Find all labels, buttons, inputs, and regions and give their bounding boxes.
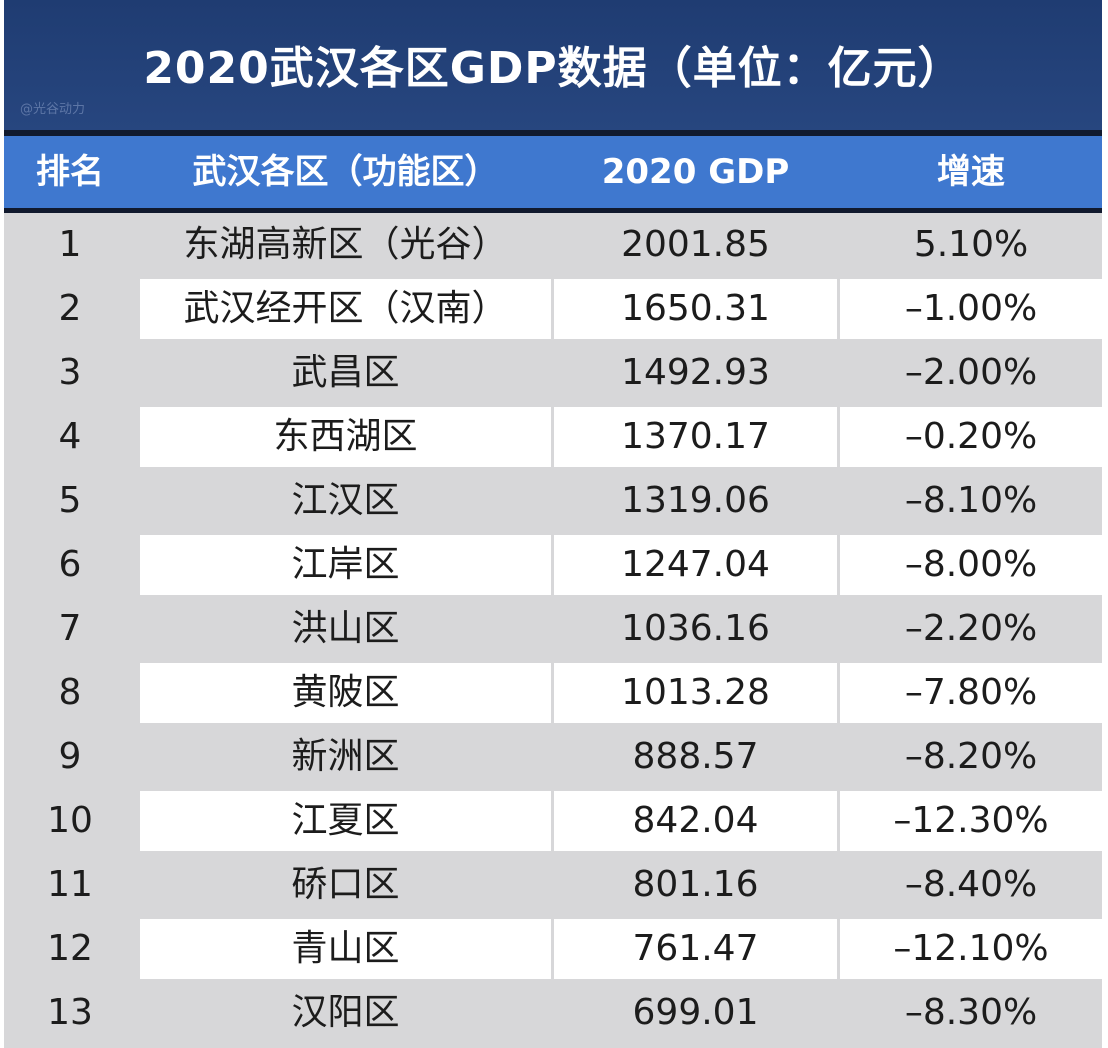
district-cell: 硚口区 xyxy=(140,855,551,915)
rank-cell: 6 xyxy=(4,535,136,595)
title-bar: 2020武汉各区GDP数据（单位：亿元） @光谷动力 xyxy=(4,0,1102,130)
district-cell: 江岸区 xyxy=(140,535,551,595)
table-header-row: 排名 武汉各区（功能区） 2020 GDP 增速 xyxy=(4,136,1102,208)
table-row: 13 汉阳区 699.01 –8.30% xyxy=(4,981,1102,1045)
growth-cell: –1.00% xyxy=(840,279,1102,339)
table-row: 10 江夏区 842.04 –12.30% xyxy=(4,789,1102,853)
district-cell: 汉阳区 xyxy=(140,983,551,1043)
rank-cell: 8 xyxy=(4,663,136,723)
table-row: 3 武昌区 1492.93 –2.00% xyxy=(4,341,1102,405)
district-cell: 洪山区 xyxy=(140,599,551,659)
district-cell: 东西湖区 xyxy=(140,407,551,467)
growth-cell: –2.00% xyxy=(840,343,1102,403)
rank-cell: 7 xyxy=(4,599,136,659)
growth-cell: 5.10% xyxy=(840,215,1102,275)
growth-cell: –8.40% xyxy=(840,855,1102,915)
header-district: 武汉各区（功能区） xyxy=(192,152,499,192)
rank-cell: 10 xyxy=(4,791,136,851)
header-rank: 排名 xyxy=(36,152,104,192)
gdp-cell: 1013.28 xyxy=(554,663,837,723)
table-row: 7 洪山区 1036.16 –2.20% xyxy=(4,597,1102,661)
gdp-cell: 842.04 xyxy=(554,791,837,851)
header-gdp: 2020 GDP xyxy=(601,152,790,192)
table-row: 5 江汉区 1319.06 –8.10% xyxy=(4,469,1102,533)
table-row: 9 新洲区 888.57 –8.20% xyxy=(4,725,1102,789)
rank-cell: 1 xyxy=(4,215,136,275)
table-row: 1 东湖高新区（光谷） 2001.85 5.10% xyxy=(4,213,1102,277)
growth-cell: –8.20% xyxy=(840,727,1102,787)
table-title: 2020武汉各区GDP数据（单位：亿元） xyxy=(143,43,963,94)
gdp-cell: 801.16 xyxy=(554,855,837,915)
header-growth: 增速 xyxy=(937,152,1005,192)
district-cell: 黄陂区 xyxy=(140,663,551,723)
divider-line xyxy=(4,130,1102,136)
district-cell: 武汉经开区（汉南） xyxy=(140,279,551,339)
gdp-cell: 761.47 xyxy=(554,919,837,979)
district-cell: 青山区 xyxy=(140,919,551,979)
growth-cell: –12.10% xyxy=(840,919,1102,979)
gdp-cell: 1319.06 xyxy=(554,471,837,531)
rank-cell: 5 xyxy=(4,471,136,531)
district-cell: 江夏区 xyxy=(140,791,551,851)
district-cell: 东湖高新区（光谷） xyxy=(140,215,551,275)
table-row: 8 黄陂区 1013.28 –7.80% xyxy=(4,661,1102,725)
growth-cell: –8.00% xyxy=(840,535,1102,595)
table-row: 2 武汉经开区（汉南） 1650.31 –1.00% xyxy=(4,277,1102,341)
rank-cell: 2 xyxy=(4,279,136,339)
gdp-cell: 1492.93 xyxy=(554,343,837,403)
rank-cell: 4 xyxy=(4,407,136,467)
rank-cell: 3 xyxy=(4,343,136,403)
rank-cell: 12 xyxy=(4,919,136,979)
divider-line xyxy=(4,208,1102,213)
gdp-cell: 1247.04 xyxy=(554,535,837,595)
district-cell: 江汉区 xyxy=(140,471,551,531)
district-cell: 新洲区 xyxy=(140,727,551,787)
growth-cell: –8.30% xyxy=(840,983,1102,1043)
table-row: 4 东西湖区 1370.17 –0.20% xyxy=(4,405,1102,469)
growth-cell: –2.20% xyxy=(840,599,1102,659)
district-cell: 武昌区 xyxy=(140,343,551,403)
growth-cell: –7.80% xyxy=(840,663,1102,723)
gdp-cell: 699.01 xyxy=(554,983,837,1043)
gdp-cell: 1370.17 xyxy=(554,407,837,467)
table-row: 11 硚口区 801.16 –8.40% xyxy=(4,853,1102,917)
table-row: 6 江岸区 1247.04 –8.00% xyxy=(4,533,1102,597)
rank-cell: 11 xyxy=(4,855,136,915)
watermark-text: @光谷动力 xyxy=(20,102,86,117)
rank-cell: 9 xyxy=(4,727,136,787)
gdp-cell: 2001.85 xyxy=(554,215,837,275)
gdp-cell: 1650.31 xyxy=(554,279,837,339)
table-row: 12 青山区 761.47 –12.10% xyxy=(4,917,1102,981)
growth-cell: –8.10% xyxy=(840,471,1102,531)
rank-cell: 13 xyxy=(4,983,136,1043)
gdp-cell: 1036.16 xyxy=(554,599,837,659)
table-body: 1 东湖高新区（光谷） 2001.85 5.10% 2 武汉经开区（汉南） 1650.31–… xyxy=(4,213,1102,1048)
growth-cell: –0.20% xyxy=(840,407,1102,467)
growth-cell: –12.30% xyxy=(840,791,1102,851)
gdp-cell: 888.57 xyxy=(554,727,837,787)
